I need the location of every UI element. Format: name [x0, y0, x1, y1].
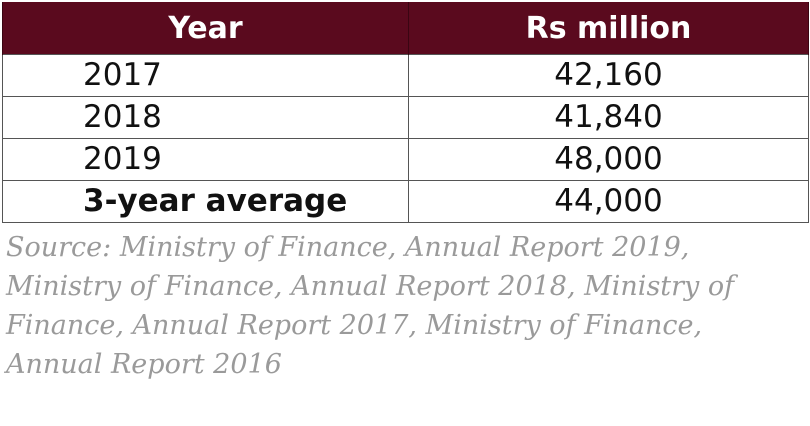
value-cell: 48,000	[408, 138, 809, 181]
table-row: 2019 48,000	[2, 138, 809, 181]
table-row: 2018 41,840	[2, 96, 809, 139]
table-header-row: Year Rs million	[2, 2, 809, 55]
column-header-rs-million: Rs million	[408, 2, 809, 55]
value-cell: 42,160	[408, 54, 809, 97]
revenue-table: Year Rs million 2017 42,160 2018 41,840 …	[2, 2, 809, 223]
column-header-year: Year	[2, 2, 409, 55]
value-cell: 41,840	[408, 96, 809, 139]
year-cell: 2018	[2, 96, 409, 139]
average-value-cell: 44,000	[408, 180, 809, 223]
table-row: 2017 42,160	[2, 54, 809, 97]
average-row: 3-year average 44,000	[2, 180, 809, 223]
year-cell: 2017	[2, 54, 409, 97]
average-label-cell: 3-year average	[2, 180, 409, 223]
year-cell: 2019	[2, 138, 409, 181]
data-table-container: Year Rs million 2017 42,160 2018 41,840 …	[2, 2, 809, 223]
source-note: Source: Ministry of Finance, Annual Repo…	[6, 232, 735, 380]
